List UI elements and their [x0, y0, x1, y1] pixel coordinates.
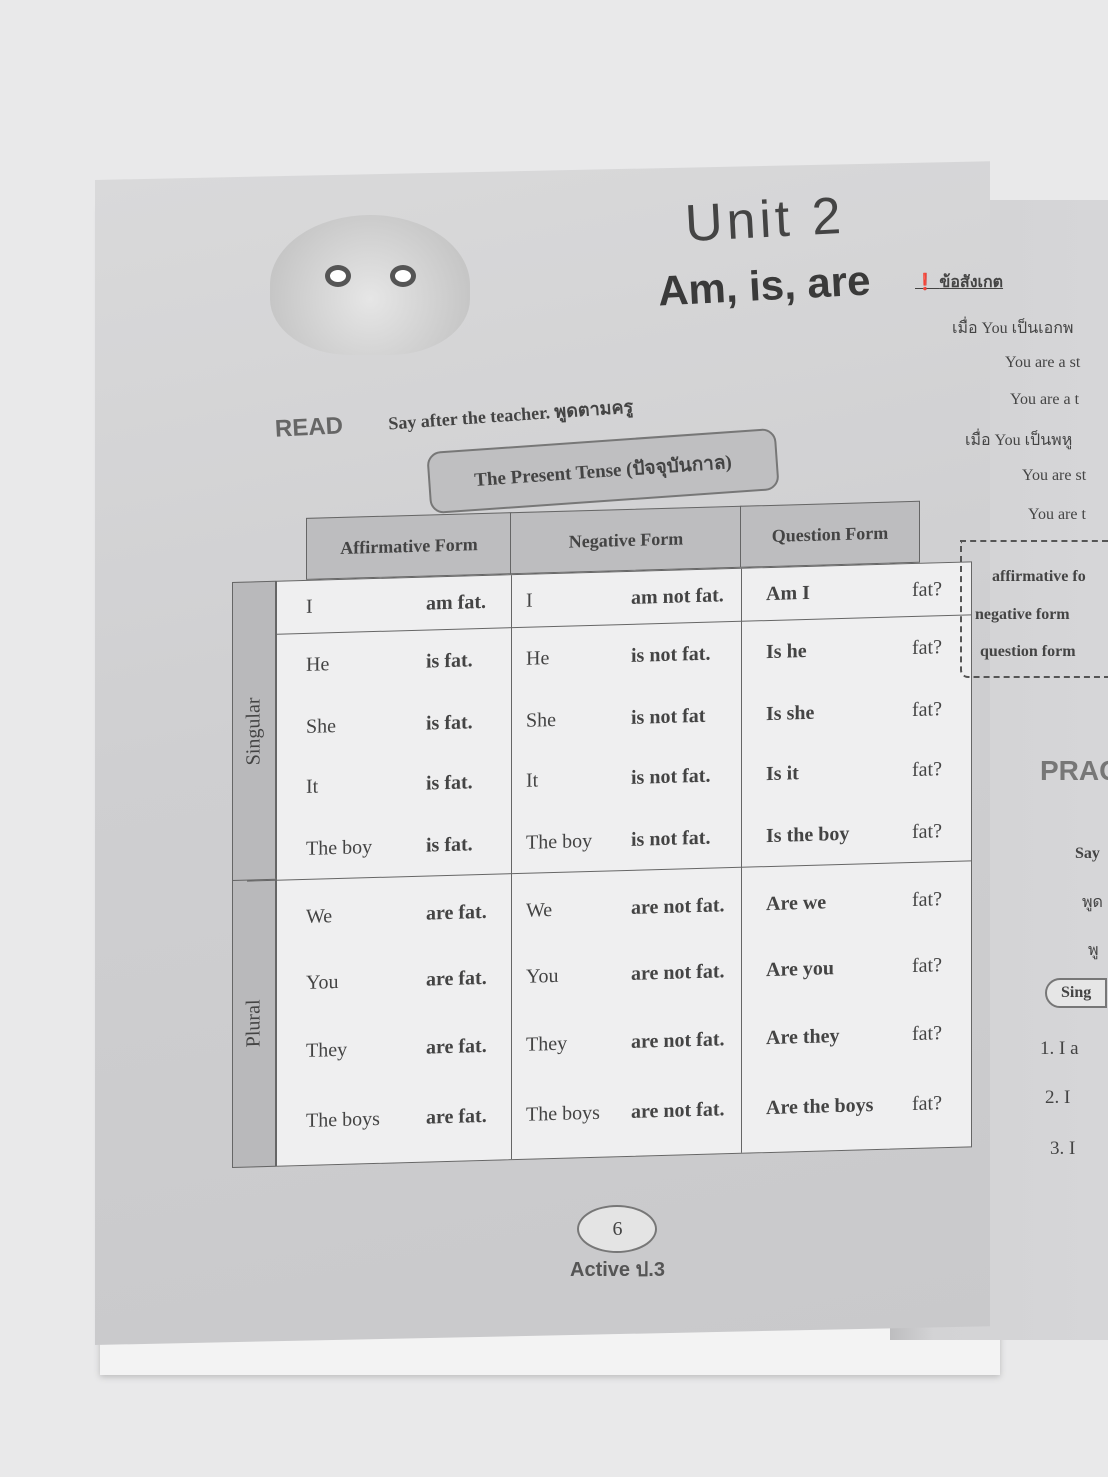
question-cell: fat?: [912, 698, 942, 722]
question-cell: fat?: [912, 1022, 942, 1046]
question-cell: fat?: [912, 578, 942, 602]
note-line: You are a st: [1005, 354, 1081, 371]
affirmative-cell: I: [306, 595, 313, 618]
sun-illustration: [270, 215, 470, 355]
question-cell: Is it: [766, 762, 799, 786]
affirmative-cell: is fat.: [426, 833, 473, 857]
brand-logo: Active ป.3: [570, 1259, 665, 1281]
affirmative-cell: The boy: [306, 836, 373, 860]
grammar-table: Affirmative Form Negative Form Question …: [232, 499, 972, 1168]
negative-cell: You: [526, 964, 559, 988]
question-cell: fat?: [912, 954, 942, 978]
group-label: Singular: [242, 697, 265, 766]
question-cell: Are you: [766, 957, 834, 982]
negative-cell: He: [526, 647, 550, 670]
box-line: question form: [980, 643, 1076, 660]
group-label: Plural: [242, 999, 265, 1048]
negative-cell: am not fat.: [631, 584, 724, 609]
header-affirmative: Affirmative Form: [306, 512, 512, 580]
singular-tab: Sing: [1045, 978, 1108, 1008]
negative-cell: are not fat.: [631, 1028, 725, 1053]
question-cell: fat?: [912, 1092, 942, 1116]
affirmative-cell: We: [306, 905, 333, 928]
note-line: You are t: [1028, 506, 1086, 523]
practice-line: พู: [1088, 942, 1099, 959]
unit-title: Unit 2: [683, 186, 847, 254]
negative-cell: are not fat.: [631, 1098, 725, 1123]
negative-cell: are not fat.: [631, 894, 725, 919]
negative-cell: The boys: [526, 1101, 600, 1126]
affirmative-cell: are fat.: [426, 1104, 487, 1129]
note-line: You are st: [1022, 467, 1087, 484]
box-line: affirmative fo: [992, 568, 1086, 585]
negative-cell: are not fat.: [631, 960, 725, 985]
practice-badge: PRAC: [1040, 755, 1108, 786]
affirmative-cell: She: [306, 715, 336, 738]
affirmative-cell: is fat.: [426, 771, 473, 795]
header-negative: Negative Form: [510, 505, 742, 575]
affirmative-cell: The boys: [306, 1107, 380, 1132]
question-cell: fat?: [912, 820, 942, 844]
affirmative-cell: am fat.: [426, 590, 486, 615]
negative-cell: is not fat.: [631, 642, 711, 667]
question-cell: fat?: [912, 888, 942, 912]
negative-cell: is not fat.: [631, 826, 711, 851]
exercise-item: 2. I: [1045, 1087, 1071, 1108]
page-footer: 6 Active ป.3: [570, 1205, 665, 1285]
negative-cell: is not fat.: [631, 764, 711, 789]
page-number: 6: [577, 1205, 658, 1253]
affirmative-cell: are fat.: [426, 966, 487, 991]
exercise-item: 3. I: [1050, 1138, 1076, 1159]
negative-cell: I: [526, 589, 533, 612]
read-badge: READ: [274, 412, 344, 443]
practice-line: Say: [1075, 845, 1100, 862]
affirmative-cell: They: [306, 1038, 348, 1062]
note-line: เมื่อ You เป็นเอกพ: [952, 320, 1074, 337]
negative-cell: The boy: [526, 829, 593, 854]
question-cell: fat?: [912, 758, 942, 782]
negative-cell: is not fat: [631, 704, 706, 729]
exercise-item: 1. I a: [1040, 1038, 1079, 1059]
header-question: Question Form: [740, 500, 920, 568]
affirmative-cell: He: [306, 653, 330, 676]
question-cell: Are they: [766, 1025, 840, 1050]
affirmative-cell: are fat.: [426, 1034, 487, 1059]
negative-cell: We: [526, 899, 553, 922]
group-plural: Plural: [232, 878, 276, 1168]
question-cell: Is she: [766, 701, 815, 726]
affirmative-cell: is fat.: [426, 711, 473, 735]
note-line: You are a t: [1010, 391, 1080, 408]
question-cell: Is he: [766, 639, 807, 664]
question-cell: Are we: [766, 891, 827, 916]
note-line: เมื่อ You เป็นพหู: [965, 432, 1073, 449]
affirmative-cell: It: [306, 775, 319, 798]
negative-cell: She: [526, 708, 556, 732]
question-cell: fat?: [912, 636, 942, 660]
affirmative-cell: is fat.: [426, 649, 473, 673]
practice-line: พูด: [1082, 894, 1103, 911]
group-singular: Singular: [232, 580, 276, 882]
affirmative-cell: are fat.: [426, 900, 487, 925]
question-cell: Is the boy: [766, 822, 850, 848]
question-cell: Am I: [766, 581, 810, 606]
note-title: ❗ ข้อสังเกต: [915, 274, 1004, 291]
negative-cell: They: [526, 1032, 568, 1056]
box-line: negative form: [975, 606, 1070, 623]
affirmative-cell: You: [306, 971, 339, 994]
definition-box: [960, 540, 1108, 678]
negative-cell: It: [526, 769, 539, 792]
question-cell: Are the boys: [766, 1094, 874, 1120]
